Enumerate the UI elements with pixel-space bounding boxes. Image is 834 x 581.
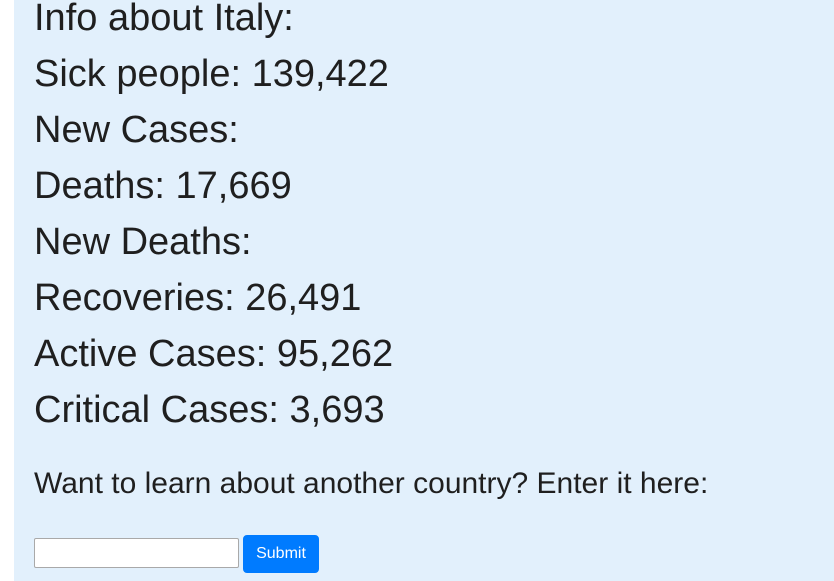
recoveries-stat: Recoveries: 26,491 — [34, 277, 362, 319]
info-title: Info about Italy: — [34, 0, 294, 39]
new-cases-stat: New Cases: — [34, 109, 239, 151]
critical-cases-stat: Critical Cases: 3,693 — [34, 389, 385, 431]
submit-button[interactable]: Submit — [243, 535, 319, 573]
active-cases-stat: Active Cases: 95,262 — [34, 333, 394, 375]
info-panel — [14, 0, 834, 581]
sick-people-stat: Sick people: 139,422 — [34, 53, 389, 95]
deaths-stat: Deaths: 17,669 — [34, 165, 292, 207]
country-prompt: Want to learn about another country? Ent… — [34, 467, 709, 500]
country-input[interactable] — [34, 538, 239, 568]
new-deaths-stat: New Deaths: — [34, 221, 252, 263]
